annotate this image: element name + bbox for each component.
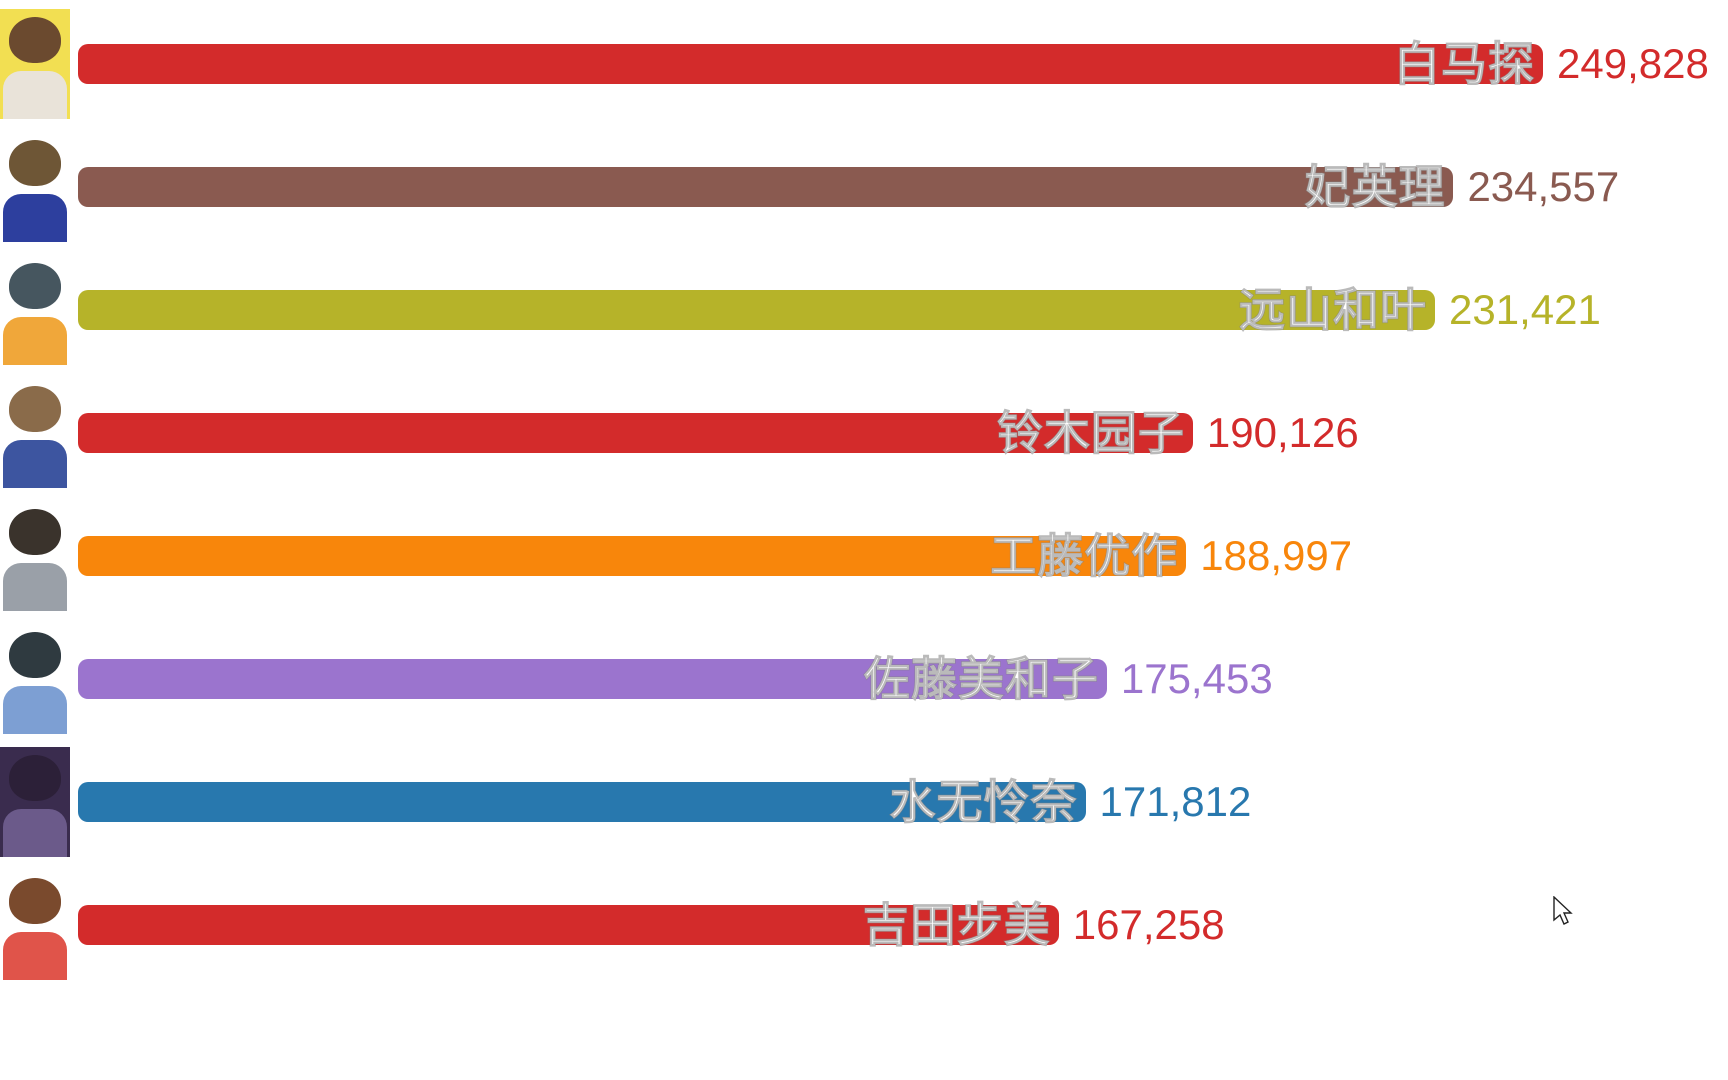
bar-row: 远山和叶 231,421 — [0, 248, 1728, 371]
bar-row: 白马探 249,828 — [0, 2, 1728, 125]
value-bar: 工藤优作 — [78, 529, 1187, 582]
bar-label: 白马探 — [1393, 37, 1535, 90]
bar-value: 231,421 — [1449, 285, 1601, 333]
bar-label: 水无怜奈 — [889, 775, 1078, 828]
bar-track: 铃木园子 190,126 — [78, 406, 1543, 459]
bar-label: 妃英理 — [1304, 160, 1446, 213]
bar-value: 249,828 — [1557, 39, 1709, 87]
value-bar: 远山和叶 — [78, 283, 1436, 336]
value-bar: 铃木园子 — [78, 406, 1193, 459]
bar-track: 白马探 249,828 — [78, 37, 1709, 90]
bar-track: 远山和叶 231,421 — [78, 283, 1601, 336]
bar-label: 佐藤美和子 — [863, 652, 1099, 705]
bar-value: 190,126 — [1206, 408, 1359, 456]
character-avatar — [0, 746, 70, 857]
bar-rows: 白马探 249,828 妃英理 234,557 远山和叶 231,421 — [0, 2, 1728, 986]
bar-label: 工藤优作 — [990, 529, 1179, 582]
bar-value: 167,258 — [1072, 900, 1225, 948]
bar-track: 水无怜奈 171,812 — [78, 775, 1543, 828]
bar-row: 水无怜奈 171,812 — [0, 740, 1728, 863]
character-avatar — [0, 254, 70, 365]
bar-row: 吉田步美 167,258 — [0, 863, 1728, 986]
character-avatar — [0, 377, 70, 488]
character-avatar — [0, 623, 70, 734]
bar-row: 佐藤美和子 175,453 — [0, 617, 1728, 740]
bar-label: 吉田步美 — [862, 898, 1051, 951]
value-bar: 佐藤美和子 — [78, 652, 1107, 705]
bar-track: 工藤优作 188,997 — [78, 529, 1543, 582]
character-avatar — [0, 131, 70, 242]
bar-track: 吉田步美 167,258 — [78, 898, 1543, 951]
value-bar: 白马探 — [78, 37, 1543, 90]
bar-row: 妃英理 234,557 — [0, 125, 1728, 248]
bar-value: 234,557 — [1467, 162, 1620, 210]
bar-track: 佐藤美和子 175,453 — [78, 652, 1543, 705]
character-avatar — [0, 869, 70, 980]
bar-label: 远山和叶 — [1238, 283, 1428, 336]
value-bar: 吉田步美 — [78, 898, 1059, 951]
bar-row: 铃木园子 190,126 — [0, 371, 1728, 494]
value-bar: 妃英理 — [78, 160, 1454, 213]
bar-value: 188,997 — [1200, 531, 1353, 579]
mouse-cursor-icon — [1553, 896, 1573, 925]
value-bar: 水无怜奈 — [78, 775, 1086, 828]
bar-track: 妃英理 234,557 — [78, 160, 1619, 213]
bar-row: 工藤优作 188,997 — [0, 494, 1728, 617]
bar-value: 175,453 — [1120, 654, 1273, 702]
bar-label: 铃木园子 — [996, 406, 1185, 459]
character-avatar — [0, 500, 70, 611]
bar-value: 171,812 — [1099, 777, 1252, 825]
character-avatar — [0, 8, 70, 119]
